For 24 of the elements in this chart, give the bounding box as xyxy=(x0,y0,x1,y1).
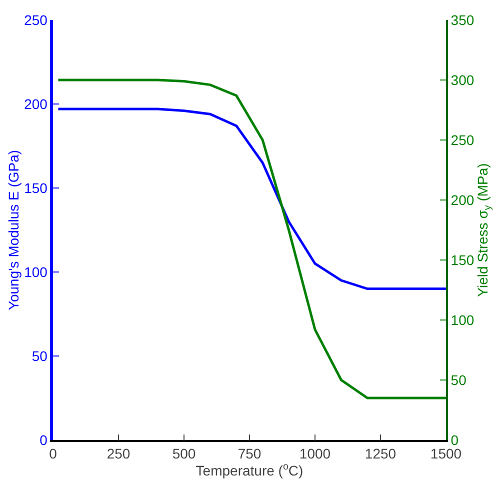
y2-tick-label: 350 xyxy=(450,12,474,28)
y2-tick-label: 0 xyxy=(450,432,459,448)
line-series xyxy=(56,108,446,290)
y2-tick-label: 100 xyxy=(450,312,474,328)
line-series xyxy=(56,78,446,400)
x-tick-label: 1250 xyxy=(364,446,396,462)
x-tick-label: 750 xyxy=(238,446,262,462)
y-tick-label: 50 xyxy=(32,348,48,364)
x-tick-label: 1500 xyxy=(430,446,462,462)
y2-tick-label: 150 xyxy=(450,252,474,268)
x-axis-title: Temperature ($^{o}$C) xyxy=(196,462,304,478)
y2-tick-label: 50 xyxy=(450,372,467,388)
y-tick-label: 100 xyxy=(24,264,48,280)
y-tick-label: 150 xyxy=(24,180,48,196)
y-tick-label: 200 xyxy=(24,96,48,112)
x-tick-label: 500 xyxy=(172,446,196,462)
y-tick-label: 0 xyxy=(40,432,48,448)
x-tick-label: 250 xyxy=(106,446,130,462)
y2-tick-label: 200 xyxy=(450,192,474,208)
x-tick-label: 1000 xyxy=(299,446,331,462)
y-axis-title: Young's Modulus E (GPa) xyxy=(6,150,22,310)
y2-tick-label: 300 xyxy=(450,72,474,88)
y-tick-label: 250 xyxy=(24,12,48,28)
y2-tick-label: 250 xyxy=(450,132,474,148)
